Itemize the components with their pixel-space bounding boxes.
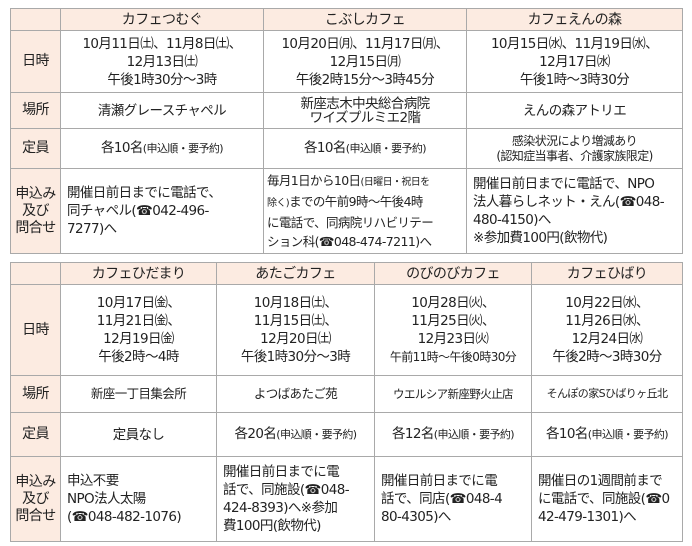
apply-row: 申込み 及び 問合せ 開催日前日までに電話で、 同チャペル(☎042-496- 7277… bbox=[10, 168, 683, 254]
apply-cell: 申込不要 NPO法人太陽 (☎048-482-1076) bbox=[60, 456, 217, 542]
capacity-cell: 感染状況により増減あり (認知症当事者、介護家族限定) bbox=[466, 128, 683, 169]
corner-cell bbox=[10, 8, 61, 31]
row-label-datetime: 日時 bbox=[10, 284, 61, 376]
capacity-cell: 各10名(申込順・要予約) bbox=[263, 128, 467, 169]
place-cell: よつばあたご苑 bbox=[216, 375, 375, 413]
row-label-place: 場所 bbox=[10, 92, 61, 129]
cafe-table-2: カフェひだまり あたごカフェ のびのびカフェ カフェひばり 日時 10月17日㈮… bbox=[10, 262, 683, 542]
cafe-name: カフェつむぐ bbox=[60, 8, 264, 31]
corner-cell bbox=[10, 262, 61, 285]
row-label-datetime: 日時 bbox=[10, 30, 61, 93]
apply-row: 申込み 及び 問合せ 申込不要 NPO法人太陽 (☎048-482-1076) 開催日前… bbox=[10, 456, 683, 542]
datetime-cell: 10月22日㈬、 11月26日㈬、 12月24日㈬ 午後2時～3時30分 bbox=[531, 284, 683, 376]
place-cell: 新座志木中央総合病院 ワイズプルミエ2階 bbox=[263, 92, 467, 129]
datetime-row: 日時 10月11日㈯、11月8日㈯、 12月13日㈯ 午後1時30分～3時 10月2… bbox=[10, 30, 683, 93]
place-cell: えんの森アトリエ bbox=[466, 92, 683, 129]
cafe-name: のびのびカフェ bbox=[374, 262, 532, 285]
capacity-cell: 各10名(申込順・要予約) bbox=[531, 412, 683, 457]
place-cell: 清瀬グレースチャペル bbox=[60, 92, 264, 129]
capacity-cell: 定員なし bbox=[60, 412, 217, 457]
row-label-capacity: 定員 bbox=[10, 128, 61, 169]
cafe-name: あたごカフェ bbox=[216, 262, 375, 285]
cafe-name: カフェひばり bbox=[531, 262, 683, 285]
cafe-table-1: カフェつむぐ こぶしカフェ カフェえんの森 日時 10月11日㈯、11月8日㈯、… bbox=[10, 8, 683, 254]
apply-cell: 毎月1日から10日(日曜日・祝日を 除く)までの午前9時～午後4時 に電話で、同病院… bbox=[263, 168, 467, 254]
capacity-cell: 各20名(申込順・要予約) bbox=[216, 412, 375, 457]
datetime-cell: 10月15日㈬、11月19日㈬、 12月17日㈬ 午後1時～3時30分 bbox=[466, 30, 683, 93]
row-label-apply: 申込み 及び 問合せ bbox=[10, 168, 61, 254]
capacity-row: 定員 各10名(申込順・要予約) 各10名(申込順・要予約) 感染状況により増減… bbox=[10, 128, 683, 169]
cafe-name: カフェひだまり bbox=[60, 262, 217, 285]
cafe-name: こぶしカフェ bbox=[263, 8, 467, 31]
apply-cell: 開催日の1週間前まで に電話で、同施設(☎0 42-479-1301)へ bbox=[531, 456, 683, 542]
place-cell: そんぽの家Sひばりヶ丘北 bbox=[531, 375, 683, 413]
cafe-name: カフェえんの森 bbox=[466, 8, 683, 31]
datetime-cell: 10月28日㈫、 11月25日㈫、 12月23日㈫ 午前11時～午後0時30分 bbox=[374, 284, 532, 376]
header-row: カフェつむぐ こぶしカフェ カフェえんの森 bbox=[10, 8, 683, 31]
apply-cell: 開催日前日までに電 話で、同施設(☎048- 424-8393)へ※参加 費100円(… bbox=[216, 456, 375, 542]
datetime-cell: 10月18日㈯、 11月15日㈯、 12月20日㈯ 午後1時30分～3時 bbox=[216, 284, 375, 376]
datetime-cell: 10月11日㈯、11月8日㈯、 12月13日㈯ 午後1時30分～3時 bbox=[60, 30, 264, 93]
datetime-row: 日時 10月17日㈮、 11月21日㈮、 12月19日㈮ 午後2時～4時 10月18日… bbox=[10, 284, 683, 376]
apply-cell: 開催日前日までに電 話で、同店(☎048-4 80-4305)へ bbox=[374, 456, 532, 542]
capacity-row: 定員 定員なし 各20名(申込順・要予約) 各12名(申込順・要予約) 各10名… bbox=[10, 412, 683, 457]
place-cell: ウエルシア新座野火止店 bbox=[374, 375, 532, 413]
apply-cell: 開催日前日までに電話で、NPO 法人暮らしネット・えん(☎048- 480-4150… bbox=[466, 168, 683, 254]
place-cell: 新座一丁目集会所 bbox=[60, 375, 217, 413]
place-row: 場所 清瀬グレースチャペル 新座志木中央総合病院 ワイズプルミエ2階 えんの森アト… bbox=[10, 92, 683, 129]
row-label-capacity: 定員 bbox=[10, 412, 61, 457]
place-row: 場所 新座一丁目集会所 よつばあたご苑 ウエルシア新座野火止店 そんぽの家Sひば… bbox=[10, 375, 683, 413]
capacity-cell: 各10名(申込順・要予約) bbox=[60, 128, 264, 169]
row-label-place: 場所 bbox=[10, 375, 61, 413]
datetime-cell: 10月20日㈪、11月17日㈪、 12月15日㈪ 午後2時15分～3時45分 bbox=[263, 30, 467, 93]
header-row: カフェひだまり あたごカフェ のびのびカフェ カフェひばり bbox=[10, 262, 683, 285]
capacity-cell: 各12名(申込順・要予約) bbox=[374, 412, 532, 457]
datetime-cell: 10月17日㈮、 11月21日㈮、 12月19日㈮ 午後2時～4時 bbox=[60, 284, 217, 376]
row-label-apply: 申込み 及び 問合せ bbox=[10, 456, 61, 542]
apply-cell: 開催日前日までに電話で、 同チャペル(☎042-496- 7277)へ bbox=[60, 168, 264, 254]
